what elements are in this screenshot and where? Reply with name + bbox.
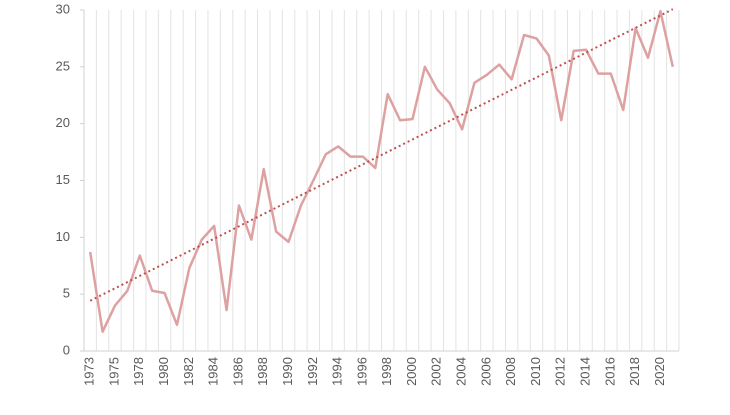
x-tick-label: 2002 [429, 357, 444, 386]
x-tick-label: 1988 [255, 357, 270, 386]
x-tick-label: 1998 [379, 357, 394, 386]
x-tick-label: 2004 [454, 357, 469, 386]
y-tick-label: 20 [56, 115, 70, 130]
y-tick-label: 10 [56, 229, 70, 244]
x-tick-label: 1984 [206, 357, 221, 386]
x-tick-label: 2006 [478, 357, 493, 386]
y-tick-label: 0 [63, 342, 70, 357]
x-tick-label: 2014 [577, 357, 592, 386]
x-tick-label: 2020 [652, 357, 667, 386]
x-tick-label: 1990 [280, 357, 295, 386]
x-tick-label: 2012 [553, 357, 568, 386]
x-tick-label: 1975 [106, 357, 121, 386]
x-tick-label: 1973 [82, 357, 97, 386]
y-tick-label: 5 [63, 286, 70, 301]
x-tick-label: 1996 [354, 357, 369, 386]
x-tick-label: 1980 [156, 357, 171, 386]
x-tick-label: 2008 [503, 357, 518, 386]
x-tick-label: 2016 [602, 357, 617, 386]
x-tick-label: 1992 [305, 357, 320, 386]
x-tick-label: 2018 [627, 357, 642, 386]
x-tick-label: 2010 [528, 357, 543, 386]
y-tick-label: 15 [56, 172, 70, 187]
x-tick-label: 1978 [131, 357, 146, 386]
y-tick-label: 25 [56, 58, 70, 73]
line-series [88, 9, 675, 333]
x-tick-label: 1982 [181, 357, 196, 386]
x-tick-label: 1986 [230, 357, 245, 386]
trendline [89, 8, 674, 302]
x-tick-label: 2000 [404, 357, 419, 386]
x-tick-label: 1994 [330, 357, 345, 386]
y-tick-label: 30 [56, 1, 70, 16]
